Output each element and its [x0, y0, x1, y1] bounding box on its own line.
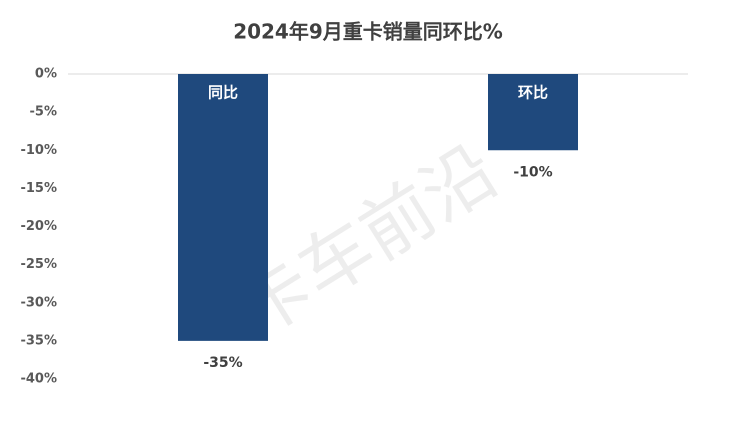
value-label: -35% [203, 355, 242, 371]
y-tick-label: -10% [20, 143, 57, 158]
y-tick-label: -20% [20, 219, 57, 234]
chart-title: 2024年9月重卡销量同环比% [233, 20, 503, 44]
bar [488, 74, 578, 151]
y-tick-label: -40% [20, 372, 57, 387]
y-tick-label: -15% [20, 181, 57, 196]
y-tick-label: -25% [20, 257, 57, 272]
category-label: 同比 [208, 84, 238, 102]
y-tick-label: 0% [35, 67, 57, 82]
y-tick-label: -5% [30, 105, 57, 120]
y-tick-label: -30% [20, 295, 57, 310]
category-label: 环比 [518, 84, 548, 102]
y-tick-label: -35% [20, 333, 57, 348]
bar [178, 74, 268, 341]
value-label: -10% [513, 164, 552, 180]
